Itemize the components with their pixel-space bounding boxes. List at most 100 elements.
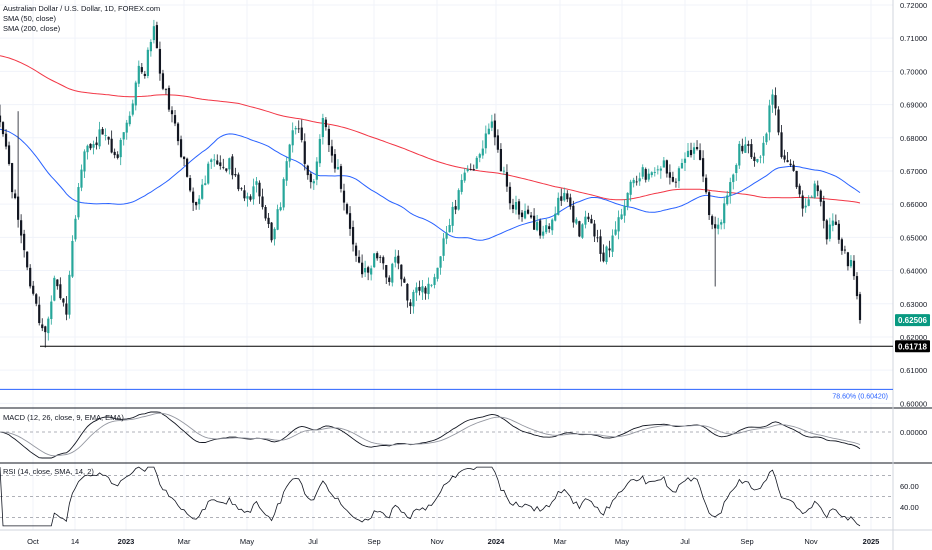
candle-body <box>379 256 382 258</box>
price-tick-label: 0.62000 <box>900 333 927 342</box>
candle-body <box>170 110 174 115</box>
candle-body <box>674 181 678 183</box>
candle-body <box>650 172 653 176</box>
macd-legend[interactable]: MACD (12, 26, close, 9, EMA, EMA) <box>3 413 124 422</box>
candle-body <box>207 163 210 184</box>
candle-body <box>391 263 394 283</box>
sma50-legend[interactable]: SMA (50, close) <box>3 14 56 23</box>
candle-body <box>801 195 804 209</box>
candle-body <box>50 301 53 320</box>
candle-body <box>641 167 644 177</box>
candle-body <box>137 65 140 84</box>
candle-body <box>204 183 207 185</box>
candle-body <box>768 105 771 133</box>
candle-body <box>563 192 566 201</box>
candle-body <box>364 268 367 273</box>
candle-body <box>7 145 11 164</box>
candle-body <box>370 268 373 275</box>
fib-786-label: 78.60% (0.60420) <box>832 393 888 400</box>
candle-body <box>692 147 696 154</box>
candle-body <box>536 222 539 231</box>
candle-body <box>336 166 340 170</box>
candle-body <box>635 181 638 183</box>
rsi-legend[interactable]: RSI (14, close, SMA, 14, 2) <box>3 467 94 476</box>
candle-body <box>261 196 264 208</box>
candle-body <box>499 149 503 172</box>
candle-body <box>282 179 285 208</box>
time-tick-label: Sep <box>367 537 380 546</box>
candle-body <box>529 215 533 218</box>
candle-body <box>222 166 225 168</box>
candle-body <box>167 87 171 110</box>
sma200-path <box>0 55 861 204</box>
candle-body <box>240 188 243 190</box>
candle-body <box>771 94 774 105</box>
candle-body <box>566 193 569 200</box>
candle-body <box>131 103 134 115</box>
candle-body <box>412 291 415 307</box>
price-axis[interactable]: 0.72000 0.71000 0.70000 0.69000 0.68000 0.670… <box>895 1 930 512</box>
candle-body <box>382 257 385 264</box>
candle-body <box>774 95 777 109</box>
candle-body <box>647 173 650 180</box>
candle-body <box>351 227 355 245</box>
sma200-legend[interactable]: SMA (200, close) <box>3 24 61 33</box>
support-badge <box>895 340 930 353</box>
candle-body <box>478 154 481 158</box>
candle-body <box>312 181 315 184</box>
candles <box>0 19 862 348</box>
candle-body <box>149 41 152 52</box>
symbol-title[interactable]: Australian Dollar / U.S. Dollar, 1D, FOR… <box>3 4 161 13</box>
time-tick-label: 2024 <box>488 537 506 546</box>
candle-body <box>533 215 536 230</box>
candle-body <box>717 224 720 229</box>
candle-body <box>192 191 195 203</box>
candle-body <box>53 277 56 301</box>
candle-body <box>276 209 279 230</box>
candle-body <box>98 129 101 147</box>
candle-body <box>119 139 122 158</box>
candle-body <box>623 205 626 216</box>
candle-body <box>38 304 41 324</box>
candle-body <box>122 132 125 140</box>
candle-body <box>569 197 572 207</box>
candle-body <box>852 260 856 277</box>
candle-body <box>605 246 608 262</box>
candle-body <box>505 172 509 187</box>
candle-body <box>831 220 834 226</box>
candle-body <box>517 201 521 215</box>
candle-body <box>738 143 741 166</box>
candle-body <box>680 162 684 169</box>
candle-body <box>41 324 44 329</box>
candle-body <box>557 197 560 215</box>
candle-body <box>237 174 240 190</box>
candle-body <box>581 224 584 238</box>
candle-body <box>23 233 26 251</box>
candle-body <box>427 283 430 295</box>
candle-body <box>104 135 107 136</box>
candle-body <box>294 128 297 130</box>
candle-body <box>698 150 702 160</box>
candle-body <box>74 218 77 240</box>
candle-body <box>683 158 687 163</box>
candle-body <box>86 145 89 153</box>
candle-body <box>677 168 681 182</box>
candle-body <box>231 156 234 176</box>
time-axis[interactable]: Oct 14 2023 Mar May Jul Sep Nov 2024 Mar May Jul Sep… <box>27 537 879 546</box>
candle-body <box>83 151 86 172</box>
candle-body <box>176 123 180 142</box>
chart-legend: Australian Dollar / U.S. Dollar, 1D, FOR… <box>3 4 160 34</box>
candle-body <box>376 253 379 259</box>
candle-body <box>620 214 623 220</box>
candle-body <box>448 225 451 233</box>
candle-body <box>128 115 131 125</box>
time-tick-label: Nov <box>430 537 444 546</box>
candle-body <box>80 169 83 188</box>
candle-body <box>158 48 162 74</box>
candle-body <box>810 196 813 198</box>
candle-body <box>786 160 789 163</box>
macd-line <box>0 411 861 459</box>
candle-body <box>394 256 397 263</box>
